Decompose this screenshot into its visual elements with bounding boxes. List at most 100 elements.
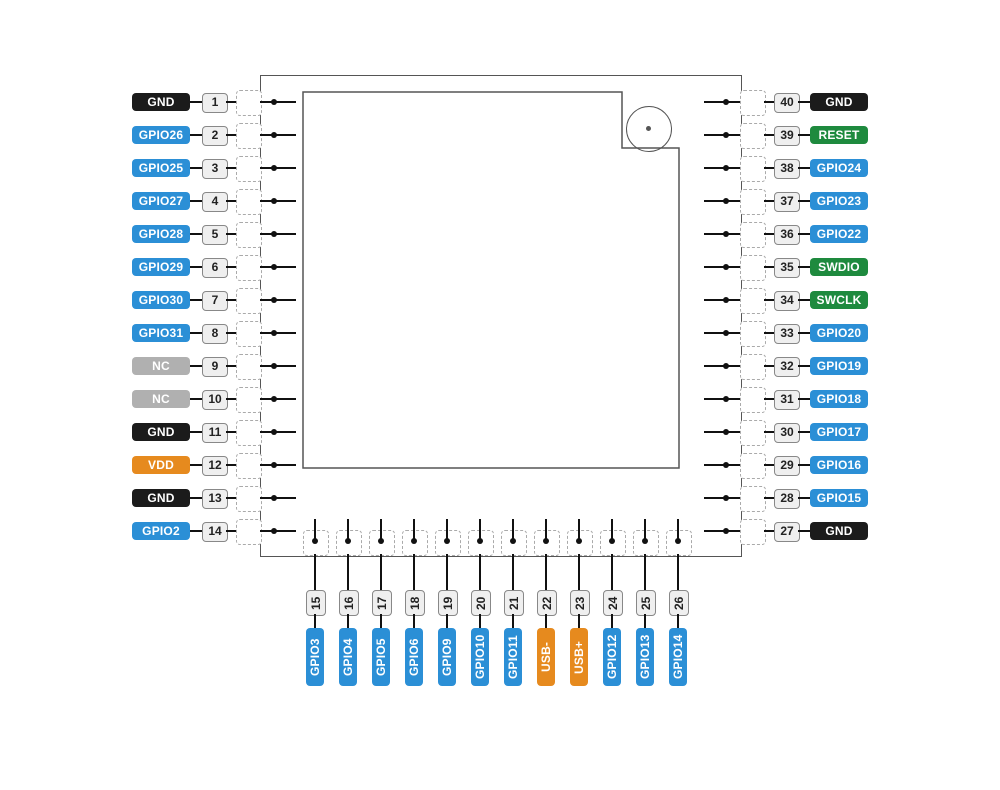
pin-label: GND [132, 423, 190, 441]
pin-pad [740, 453, 766, 479]
pin-connector [798, 431, 810, 433]
pin-label: GPIO27 [132, 192, 190, 210]
pin-connector [226, 464, 236, 466]
pin-connector [677, 614, 679, 628]
pin-trace [274, 299, 296, 301]
pin-connector [190, 101, 202, 103]
pin-connector [726, 365, 740, 367]
pin-connector [226, 101, 236, 103]
pin-trace [677, 519, 679, 541]
pin-connector [226, 299, 236, 301]
pin-trace [704, 266, 726, 268]
pin-trace [611, 519, 613, 541]
pin-number: 6 [202, 258, 228, 278]
pin-trace [704, 398, 726, 400]
pin-connector [545, 614, 547, 628]
pin-trace [704, 365, 726, 367]
pin-trace [704, 431, 726, 433]
pin-connector [726, 134, 740, 136]
pin-pad [236, 255, 262, 281]
pin-label: USB+ [570, 628, 588, 686]
pin-connector [764, 233, 774, 235]
pin-trace [644, 519, 646, 541]
pin-trace [274, 266, 296, 268]
pin-number: 9 [202, 357, 228, 377]
pin-connector [726, 101, 740, 103]
pin-label: GND [132, 93, 190, 111]
pin-connector [798, 233, 810, 235]
pin-connector [798, 167, 810, 169]
pin-number: 20 [471, 590, 491, 616]
pin-connector [413, 614, 415, 628]
pin-label: GND [132, 489, 190, 507]
pin-connector [260, 134, 274, 136]
pin-connector [726, 398, 740, 400]
pin-number: 37 [774, 192, 800, 212]
pin-label: GND [810, 93, 868, 111]
pin-label: NC [132, 390, 190, 408]
pin-trace [314, 519, 316, 541]
pin-connector [512, 554, 514, 590]
pin-connector [611, 614, 613, 628]
pin-pad [740, 288, 766, 314]
pin-number: 18 [405, 590, 425, 616]
pin-connector [798, 497, 810, 499]
pin-label: NC [132, 357, 190, 375]
pin-connector [726, 530, 740, 532]
pin-number: 27 [774, 522, 800, 542]
pin-connector [764, 266, 774, 268]
pin-trace [274, 101, 296, 103]
pin-pad [740, 255, 766, 281]
pin-pad [236, 420, 262, 446]
pin-trace [512, 519, 514, 541]
pin-label: GND [810, 522, 868, 540]
pin-number: 5 [202, 225, 228, 245]
pin-connector [446, 614, 448, 628]
pin-connector [726, 497, 740, 499]
pin-connector [260, 200, 274, 202]
pin-connector [226, 200, 236, 202]
pin-number: 1 [202, 93, 228, 113]
pin-trace [274, 497, 296, 499]
pin-connector [726, 299, 740, 301]
pin-connector [479, 614, 481, 628]
pin-connector [347, 614, 349, 628]
pin-trace [704, 167, 726, 169]
pin-number: 32 [774, 357, 800, 377]
pin-connector [226, 431, 236, 433]
pin-connector [764, 200, 774, 202]
pin-label: VDD [132, 456, 190, 474]
pin-connector [226, 398, 236, 400]
pin-connector [226, 134, 236, 136]
pin-number: 2 [202, 126, 228, 146]
pin-connector [764, 365, 774, 367]
pin-label: GPIO24 [810, 159, 868, 177]
pin-connector [226, 365, 236, 367]
pin-pad [740, 156, 766, 182]
pin-number: 14 [202, 522, 228, 542]
pin-connector [190, 365, 202, 367]
pin-connector [798, 266, 810, 268]
pin-number: 19 [438, 590, 458, 616]
pin-connector [611, 554, 613, 590]
pin-connector [764, 497, 774, 499]
pin-connector [764, 530, 774, 532]
pin-connector [764, 167, 774, 169]
pin-connector [764, 101, 774, 103]
pin-connector [644, 554, 646, 590]
pin-trace [704, 497, 726, 499]
pin-connector [190, 299, 202, 301]
pin-connector [260, 101, 274, 103]
pin-connector [726, 200, 740, 202]
pin-connector [190, 167, 202, 169]
pin-trace [413, 519, 415, 541]
pin-number: 17 [372, 590, 392, 616]
pin-number: 39 [774, 126, 800, 146]
pin-connector [190, 431, 202, 433]
pin-connector [190, 266, 202, 268]
pin-trace [704, 101, 726, 103]
pin-trace [274, 200, 296, 202]
pin-trace [704, 332, 726, 334]
pin-label: GPIO23 [810, 192, 868, 210]
pin-number: 13 [202, 489, 228, 509]
